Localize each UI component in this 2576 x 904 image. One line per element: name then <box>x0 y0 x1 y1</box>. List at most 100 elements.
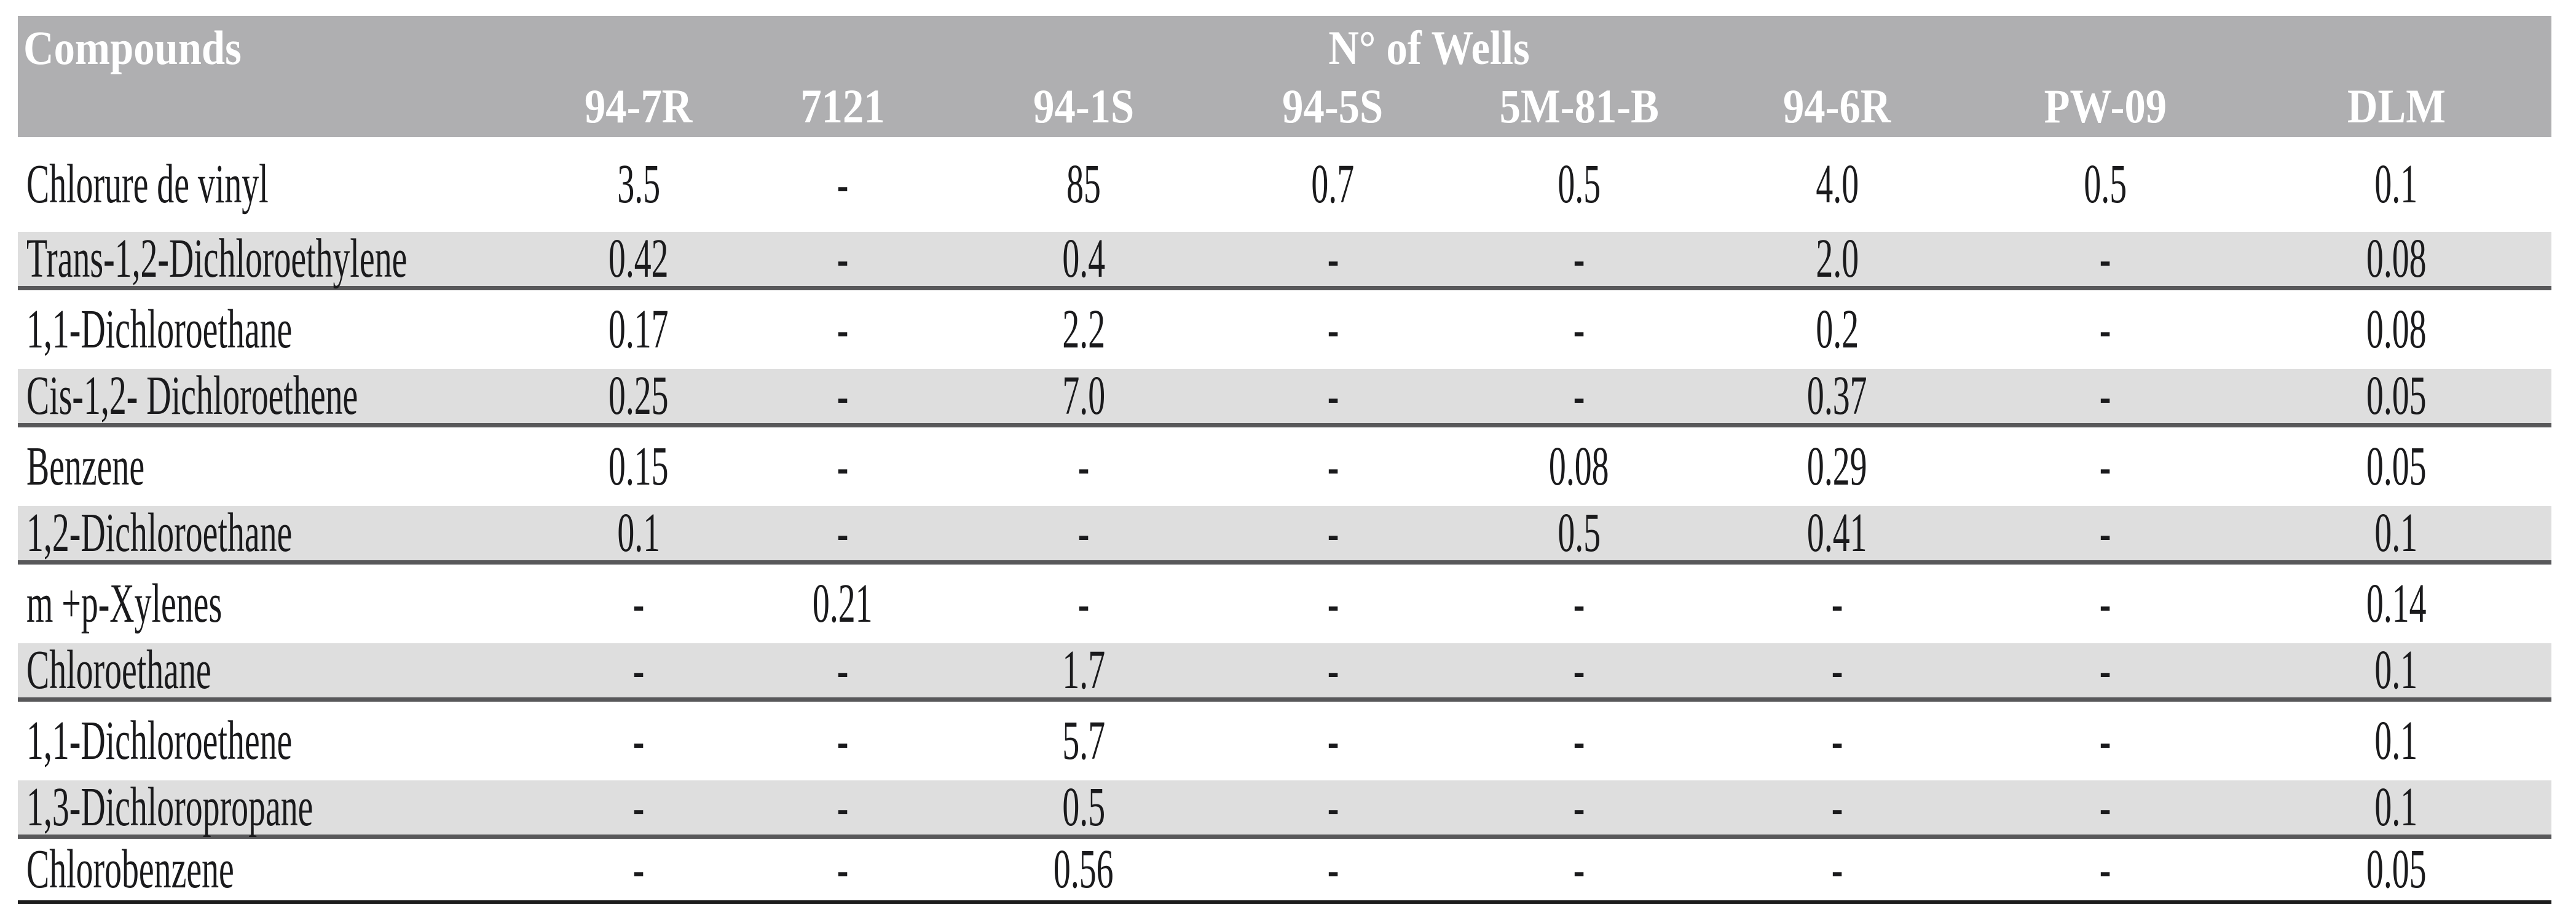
value-text: - <box>2099 839 2111 900</box>
value-text: 2.2 <box>1062 299 1105 360</box>
value-text: - <box>2099 777 2111 838</box>
value-cell: - <box>1969 231 2241 290</box>
value-text: 0.1 <box>2374 777 2418 838</box>
value-text: - <box>1077 573 1090 634</box>
compound-name: m +p-Xylenes <box>26 573 223 634</box>
value-cell: 0.05 <box>2241 425 2552 506</box>
value-cell: 0.1 <box>2241 640 2552 702</box>
value-cell: - <box>731 425 955 506</box>
value-text: 0.08 <box>2366 299 2427 360</box>
compound-name-cell: Chlorobenzene <box>18 836 546 904</box>
value-cell: 0.4 <box>955 228 1213 290</box>
value-cell: - <box>1453 699 1705 780</box>
value-text: 0.08 <box>2366 228 2427 289</box>
value-cell: - <box>955 425 1213 506</box>
value-text: - <box>837 436 849 497</box>
compound-name-cell: Benzene <box>18 425 546 506</box>
value-cell: - <box>1213 780 1453 839</box>
value-cell: - <box>546 562 731 643</box>
value-cell: 0.37 <box>1705 368 1969 427</box>
wells-group-header-label: N° of Wells <box>1328 21 1530 74</box>
value-cell: - <box>1705 699 1969 780</box>
value-cell: - <box>955 562 1213 643</box>
value-cell: 0.21 <box>731 562 955 643</box>
value-cell: 0.7 <box>1213 137 1453 232</box>
value-text: - <box>837 228 849 289</box>
value-text: - <box>1327 839 1339 900</box>
value-cell: - <box>1705 780 1969 839</box>
value-text: - <box>1327 436 1339 497</box>
value-cell: 0.5 <box>955 777 1213 839</box>
value-text: 0.1 <box>2374 710 2418 771</box>
value-cell: - <box>1969 368 2241 427</box>
table-header: Compounds N° of Wells 94-7R 7121 94-1S 9… <box>18 16 2552 137</box>
compounds-wells-table-container: Compounds N° of Wells 94-7R 7121 94-1S 9… <box>18 16 2552 904</box>
value-text: 0.56 <box>1054 839 1114 900</box>
compound-name: 1,2-Dichloroethane <box>26 502 293 563</box>
value-cell: 0.08 <box>2241 228 2552 290</box>
value-text: - <box>1573 640 1585 700</box>
value-cell: - <box>1453 288 1705 369</box>
column-header-PW-09: PW-09 <box>1969 80 2241 137</box>
value-text: 0.5 <box>1062 777 1105 838</box>
value-text: 0.1 <box>2374 640 2418 700</box>
compound-name: Benzene <box>26 436 145 497</box>
value-cell: - <box>546 777 731 839</box>
value-cell: - <box>731 640 955 702</box>
value-cell: - <box>1969 836 2241 904</box>
value-cell: 4.0 <box>1705 137 1969 232</box>
value-text: - <box>2099 640 2111 700</box>
value-cell: - <box>1453 228 1705 290</box>
value-text: - <box>1327 365 1339 426</box>
value-cell: 0.05 <box>2241 836 2552 904</box>
value-cell: 0.2 <box>1705 288 1969 369</box>
well-names-row: 94-7R 7121 94-1S 94-5S 5M-81-B 94-6R PW-… <box>18 79 2552 137</box>
column-header-label: PW-09 <box>2044 79 2167 133</box>
value-text: 5.7 <box>1062 710 1105 771</box>
value-text: - <box>1077 436 1090 497</box>
column-header-94-6R: 94-6R <box>1705 80 1969 137</box>
value-cell: - <box>1969 562 2241 643</box>
value-text: 0.1 <box>2374 154 2418 215</box>
value-cell: 2.0 <box>1705 231 1969 290</box>
value-text: 0.1 <box>617 502 660 563</box>
value-text: 0.5 <box>2084 154 2127 215</box>
value-text: - <box>837 839 849 900</box>
column-header-94-7R: 94-7R <box>546 80 731 137</box>
table-row: Chlorobenzene - - 0.56 - - - - 0.05 <box>18 836 2552 904</box>
value-text: - <box>2099 710 2111 771</box>
value-text: - <box>2099 299 2111 360</box>
value-text: 1.7 <box>1062 640 1105 700</box>
value-text: - <box>1573 299 1585 360</box>
compounds-column-header: Compounds <box>18 16 546 137</box>
header-group-row: Compounds N° of Wells <box>18 16 2552 137</box>
compounds-wells-table: Compounds N° of Wells 94-7R 7121 94-1S 9… <box>18 16 2552 904</box>
value-cell: - <box>1213 506 1453 565</box>
value-text: - <box>1573 228 1585 289</box>
compound-name-cell: 1,1-Dichloroethene <box>18 699 546 780</box>
value-text: - <box>1573 839 1585 900</box>
table-row: 1,1-Dichloroethene - - 5.7 - - - - 0.1 <box>18 699 2552 780</box>
column-header-label: 94-7R <box>585 79 693 133</box>
column-header-label: DLM <box>2347 79 2446 133</box>
value-text: 0.05 <box>2366 839 2427 900</box>
value-cell: 3.5 <box>546 137 731 232</box>
value-text: - <box>1573 573 1585 634</box>
compound-name: 1,3-Dichloropropane <box>26 777 313 838</box>
value-cell: 0.5 <box>1453 506 1705 565</box>
value-cell: - <box>1453 836 1705 904</box>
column-header-label: 5M-81-B <box>1499 79 1659 133</box>
column-header-label: 94-6R <box>1783 79 1891 133</box>
compound-name: Chloroethane <box>26 640 211 700</box>
value-cell: - <box>1453 562 1705 643</box>
value-cell: 0.1 <box>2241 506 2552 565</box>
value-cell: - <box>1705 643 1969 702</box>
value-text: - <box>837 640 849 700</box>
value-text: - <box>632 777 645 838</box>
compounds-column-header-label: Compounds <box>23 21 242 74</box>
value-cell: 1.7 <box>955 640 1213 702</box>
value-cell: 0.15 <box>546 425 731 506</box>
value-text: - <box>1327 573 1339 634</box>
value-text: 0.4 <box>1062 228 1105 289</box>
value-cell: 0.5 <box>1969 137 2241 232</box>
